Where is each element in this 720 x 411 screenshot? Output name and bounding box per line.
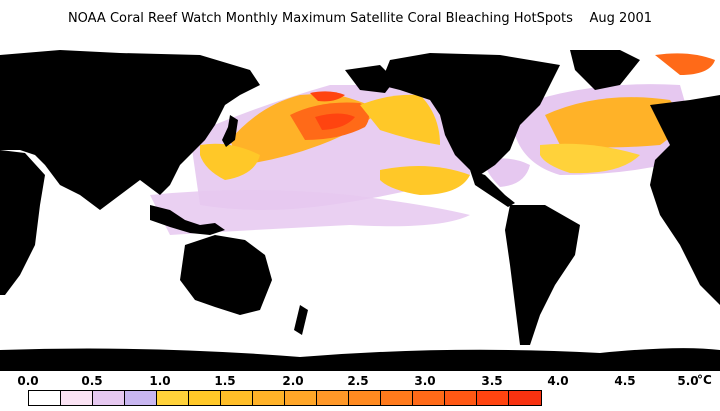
legend-swatch-4 xyxy=(157,391,189,405)
africa-europe-east xyxy=(650,95,720,305)
legend-swatch-5 xyxy=(189,391,221,405)
caribbean-low xyxy=(485,158,530,187)
legend-tick-4-0: 4.0 xyxy=(547,374,569,388)
legend-unit: °C xyxy=(697,373,712,387)
hotspot-map xyxy=(0,45,720,371)
south-america xyxy=(505,205,580,345)
legend-tick-0-0: 0.0 xyxy=(17,374,39,388)
legend-swatch-12 xyxy=(413,391,445,405)
legend-swatch-11 xyxy=(381,391,413,405)
legend-swatch-1 xyxy=(61,391,93,405)
legend-swatch-0 xyxy=(29,391,61,405)
east-pacific-mid xyxy=(380,166,470,195)
central-america xyxy=(470,170,515,207)
legend-tick-labels: 0.0 0.5 1.0 1.5 2.0 2.5 3.0 3.5 4.0 4.5 … xyxy=(0,374,720,392)
legend-swatch-15 xyxy=(509,391,541,405)
barents-high xyxy=(655,53,715,75)
legend-swatch-7 xyxy=(253,391,285,405)
legend-swatch-2 xyxy=(93,391,125,405)
africa-east-landmass xyxy=(0,150,45,295)
north-atlantic-mid2 xyxy=(540,143,640,174)
legend-swatch-8 xyxy=(285,391,317,405)
greenland xyxy=(570,50,640,90)
new-zealand xyxy=(294,305,308,335)
legend-swatch-9 xyxy=(317,391,349,405)
legend-tick-1-0: 1.0 xyxy=(149,374,171,388)
japan xyxy=(222,115,238,147)
australia xyxy=(180,235,272,315)
alaska xyxy=(345,65,395,93)
legend-swatch-14 xyxy=(477,391,509,405)
gulf-alaska-mid xyxy=(360,94,440,145)
antarctica xyxy=(0,348,720,371)
north-pacific-core xyxy=(315,113,355,130)
legend-tick-5-0: 5.0 xyxy=(677,374,699,388)
legend-tick-2-0: 2.0 xyxy=(282,374,304,388)
legend-swatch-6 xyxy=(221,391,253,405)
land xyxy=(0,50,720,371)
legend-colorbar xyxy=(28,390,542,406)
legend-tick-3-0: 3.0 xyxy=(414,374,436,388)
legend-tick-1-5: 1.5 xyxy=(214,374,236,388)
legend-tick-2-5: 2.5 xyxy=(347,374,369,388)
legend-swatch-13 xyxy=(445,391,477,405)
hotspot-areas xyxy=(0,53,715,235)
north-america xyxy=(380,53,560,175)
legend-tick-0-5: 0.5 xyxy=(81,374,103,388)
legend-swatch-10 xyxy=(349,391,381,405)
equatorial-low-band xyxy=(150,190,470,235)
legend-tick-3-5: 3.5 xyxy=(481,374,503,388)
indonesia-islands xyxy=(150,205,225,235)
legend-swatch-3 xyxy=(125,391,157,405)
west-pacific-mid xyxy=(200,143,260,180)
eurasia-landmass xyxy=(0,50,260,210)
north-atlantic-mid xyxy=(545,97,678,148)
map-title: NOAA Coral Reef Watch Monthly Maximum Sa… xyxy=(67,11,653,26)
bering-high xyxy=(310,91,345,102)
legend-tick-4-5: 4.5 xyxy=(614,374,636,388)
